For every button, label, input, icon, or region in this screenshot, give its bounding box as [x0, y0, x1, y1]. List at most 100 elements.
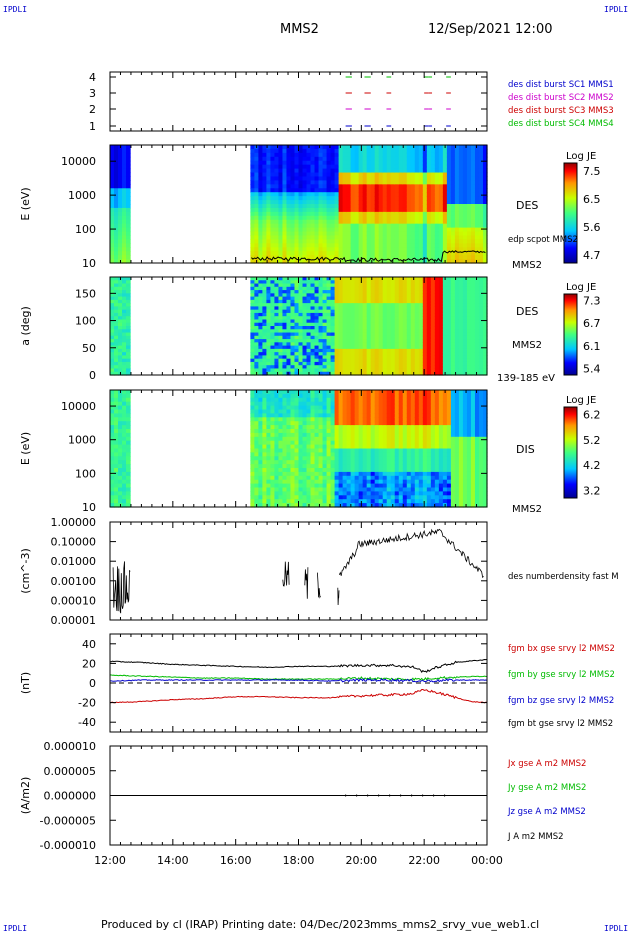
- heatmap-cell: [362, 207, 368, 213]
- heatmap-cell: [410, 309, 416, 314]
- heatmap-cell: [326, 352, 332, 356]
- heatmap-cell: [326, 188, 332, 193]
- heatmap-cell: [462, 277, 468, 281]
- heatmap-cell: [422, 255, 428, 260]
- heatmap-cell: [370, 329, 376, 334]
- heatmap-cell: [302, 397, 308, 403]
- heatmap-cell: [282, 164, 288, 170]
- heatmap-cell: [302, 306, 308, 311]
- heatmap-cell: [338, 452, 344, 457]
- heatmap-cell: [250, 413, 255, 418]
- heatmap-cell: [382, 227, 388, 233]
- heatmap-cell: [322, 452, 328, 457]
- heatmap-cell: [318, 168, 324, 174]
- heatmap-cell: [110, 499, 115, 504]
- heatmap-cell: [394, 368, 400, 373]
- heatmap-cell: [418, 329, 424, 334]
- heatmap-cell: [462, 227, 468, 233]
- heatmap-cell: [330, 444, 336, 450]
- heatmap-cell: [258, 361, 263, 366]
- heatmap-cell: [410, 296, 416, 301]
- heatmap-cell: [286, 286, 292, 291]
- heatmap-cell: [414, 215, 420, 221]
- heatmap-cell: [314, 365, 320, 370]
- heatmap-cell: [454, 306, 460, 311]
- heatmap-cell: [366, 440, 372, 446]
- heatmap-cell: [434, 204, 440, 209]
- heatmap-cell: [302, 277, 308, 281]
- heatmap-cell: [302, 247, 308, 252]
- heatmap-cell: [286, 299, 292, 304]
- heatmap-cell: [406, 335, 412, 340]
- heatmap-cell: [122, 436, 127, 442]
- heatmap-cell: [406, 312, 412, 317]
- heatmap-cell: [302, 342, 308, 347]
- heatmap-cell: [262, 491, 268, 496]
- heatmap-cell: [346, 460, 352, 465]
- heatmap-cell: [410, 312, 416, 317]
- heatmap-cell: [122, 475, 127, 481]
- heatmap-cell: [462, 247, 468, 252]
- heatmap-cell: [366, 393, 372, 399]
- heatmap-cell: [302, 358, 308, 363]
- heatmap-cell: [322, 176, 328, 181]
- heatmap-cell: [294, 495, 300, 500]
- heatmap-cell: [250, 219, 255, 225]
- heatmap-cell: [346, 358, 352, 363]
- heatmap-cell: [378, 219, 384, 225]
- heatmap-cell: [286, 390, 292, 395]
- heatmap-cell: [370, 397, 376, 403]
- heatmap-cell: [374, 286, 380, 291]
- heatmap-cell: [338, 339, 344, 343]
- heatmap-cell: [114, 358, 119, 363]
- heatmap-cell: [334, 207, 340, 213]
- heatmap-cell: [470, 184, 476, 189]
- heatmap-cell: [474, 196, 480, 201]
- heatmap-cell: [330, 160, 336, 166]
- heatmap-cell: [446, 207, 452, 213]
- heatmap-cell: [414, 204, 420, 209]
- heatmap-cell: [346, 355, 352, 360]
- heatmap-cell: [474, 358, 480, 363]
- heatmap-cell: [462, 152, 468, 158]
- heatmap-cell: [358, 436, 364, 442]
- heatmap-cell: [382, 339, 388, 343]
- heatmap-cell: [278, 368, 284, 373]
- heatmap-cell: [382, 207, 388, 213]
- heatmap-cell: [370, 192, 376, 197]
- heatmap-cell: [478, 293, 484, 298]
- heatmap-cell: [322, 247, 328, 252]
- heatmap-cell: [434, 168, 440, 174]
- heatmap-cell: [126, 479, 131, 485]
- heatmap-cell: [330, 393, 336, 399]
- heatmap-cell: [478, 312, 484, 317]
- heatmap-cell: [126, 499, 131, 504]
- heatmap-cell: [342, 401, 348, 407]
- heatmap-cell: [366, 348, 372, 353]
- heatmap-cell: [330, 448, 336, 453]
- heatmap-cell: [350, 231, 356, 237]
- heatmap-cell: [338, 293, 344, 298]
- heatmap-cell: [266, 196, 272, 201]
- heatmap-cell: [358, 361, 364, 366]
- heatmap-cell: [402, 219, 408, 225]
- heatmap-cell: [270, 401, 276, 407]
- heatmap-cell: [290, 503, 296, 508]
- heatmap-cell: [266, 176, 272, 181]
- heatmap-cell: [414, 283, 420, 288]
- heatmap-cell: [350, 184, 356, 189]
- heatmap-cell: [334, 280, 340, 285]
- heatmap-cell: [406, 180, 412, 185]
- heatmap-cell: [370, 365, 376, 370]
- heatmap-cell: [110, 200, 115, 205]
- heatmap-cell: [262, 436, 268, 442]
- heatmap-cell: [126, 358, 131, 363]
- heatmap-cell: [282, 312, 288, 317]
- heatmap-cell: [402, 306, 408, 311]
- heatmap-cell: [458, 215, 464, 221]
- heatmap-cell: [294, 164, 300, 170]
- heatmap-cell: [410, 316, 416, 321]
- heatmap-cell: [326, 312, 332, 317]
- heatmap-cell: [294, 390, 300, 395]
- heatmap-cell: [390, 156, 396, 162]
